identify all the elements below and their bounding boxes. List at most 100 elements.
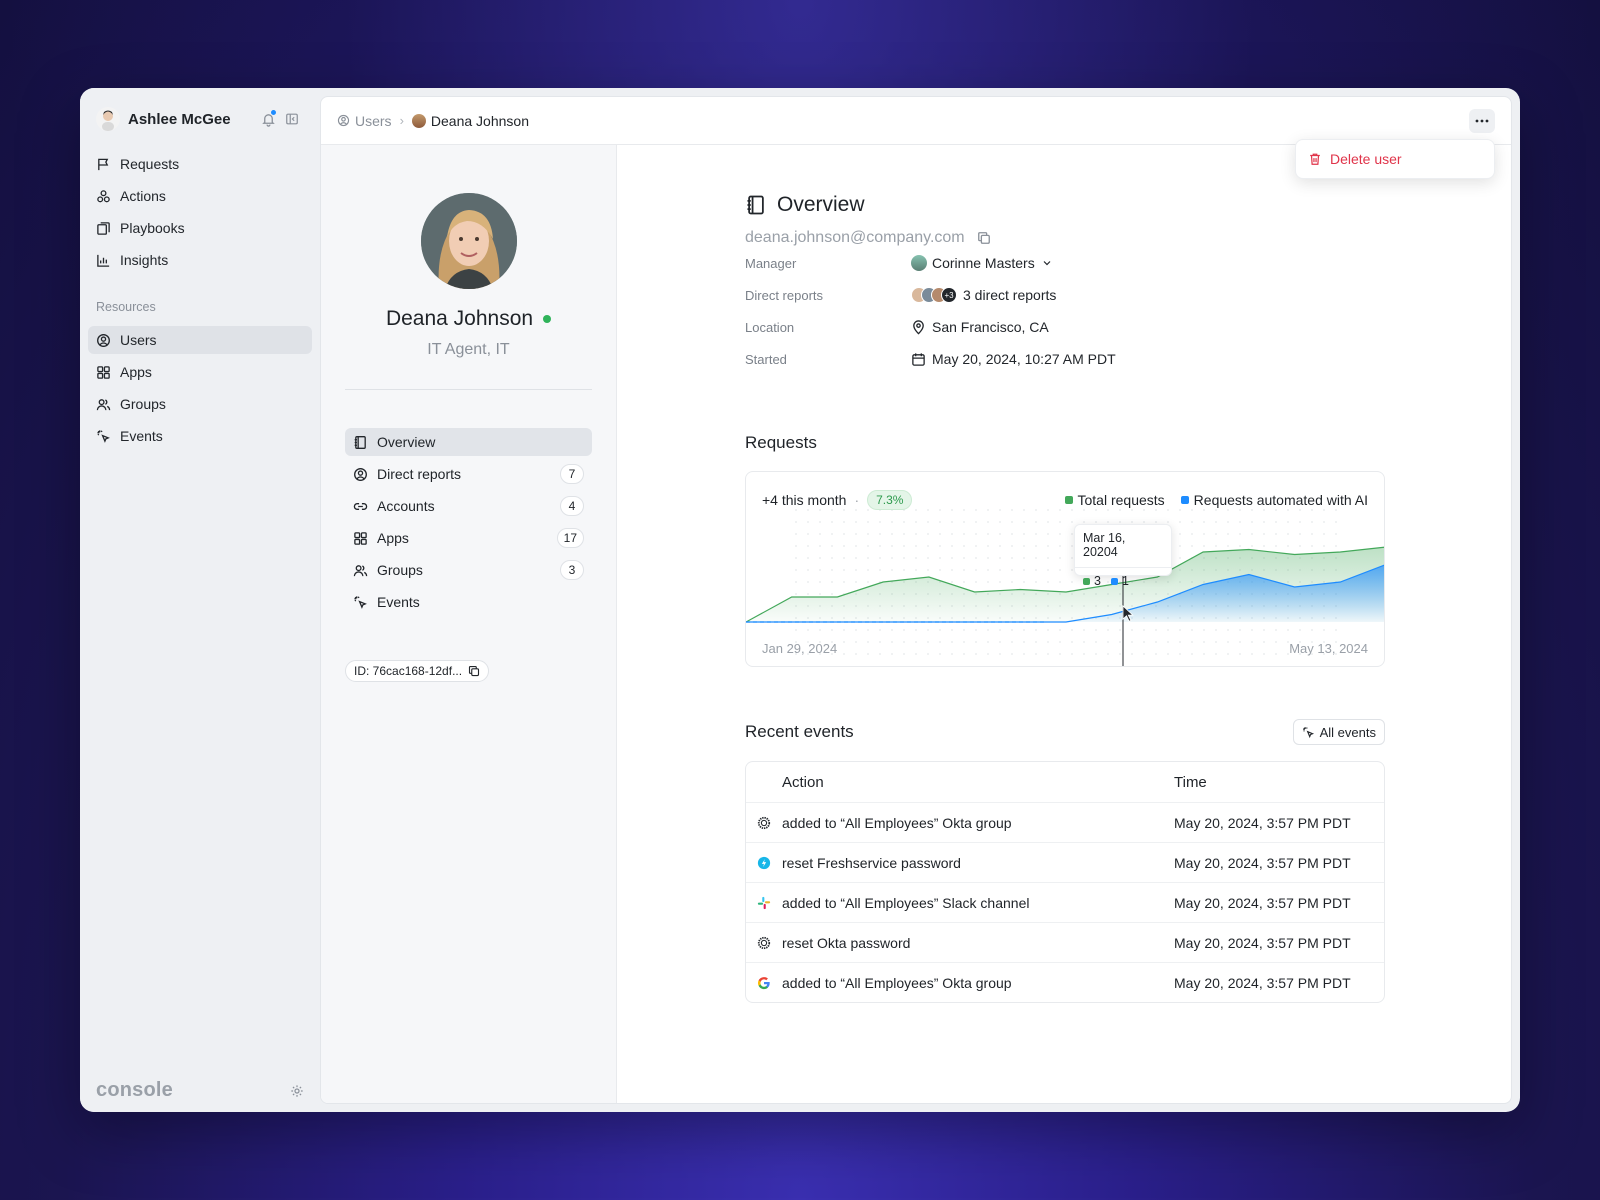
tooltip-automated: 1 xyxy=(1121,574,1129,588)
table-row[interactable]: added to “All Employees” Okta group May … xyxy=(746,962,1384,1002)
requests-title: Requests xyxy=(745,433,817,452)
manager-row: Manager Corinne Masters xyxy=(745,247,1385,279)
profile-tab-direct-reports[interactable]: Direct reports 7 xyxy=(345,460,592,488)
bell-icon[interactable] xyxy=(256,107,280,131)
sidebar-item-users[interactable]: Users xyxy=(88,326,312,354)
profile-photo xyxy=(420,193,517,289)
breadcrumb-current: Deana Johnson xyxy=(411,113,529,129)
user-circle-icon xyxy=(354,467,367,481)
current-user[interactable]: Ashlee McGee xyxy=(88,102,312,136)
overview-content: Overview deana.johnson@company.com Manag… xyxy=(745,145,1385,1003)
resources-section-label: Resources xyxy=(96,300,156,314)
sidebar-item-playbooks[interactable]: Playbooks xyxy=(88,214,312,242)
google-icon xyxy=(757,976,770,989)
online-status-dot xyxy=(543,315,552,323)
column-header-action: Action xyxy=(782,773,824,791)
ellipsis-icon xyxy=(1475,119,1489,123)
manager-select[interactable]: Corinne Masters xyxy=(911,255,1053,271)
table-row[interactable]: added to “All Employees” Okta group May … xyxy=(746,802,1384,842)
profile-tab-groups[interactable]: Groups 3 xyxy=(345,556,592,584)
table-row[interactable]: reset Freshservice password May 20, 2024… xyxy=(746,842,1384,882)
chart-bar-icon xyxy=(97,254,110,267)
mouse-cursor-icon xyxy=(1122,605,1134,622)
app-window: Ashlee McGee Requests Actions Playbooks xyxy=(80,88,1520,1112)
freshservice-icon xyxy=(757,856,771,869)
copy-icon xyxy=(469,665,480,677)
user-email: deana.johnson@company.com xyxy=(745,229,965,246)
requests-chart-svg xyxy=(746,502,1384,666)
legend-automated: Requests automated with AI xyxy=(1193,492,1368,508)
okta-icon xyxy=(757,936,771,949)
more-options-button[interactable] xyxy=(1469,109,1495,133)
started-row: Started May 20, 2024, 10:27 AM PDT xyxy=(745,351,1116,367)
user-id-chip[interactable]: ID: 76cac168-12df... xyxy=(345,660,490,682)
topbar: Users › Deana Johnson Delete user xyxy=(321,97,1511,179)
sparkle-cursor-icon xyxy=(97,429,110,443)
requests-chart: +4 this month · 7.3% Total requests Requ… xyxy=(745,471,1385,667)
grid-icon xyxy=(354,531,367,545)
sidebar: Ashlee McGee Requests Actions Playbooks xyxy=(80,88,320,1112)
link-icon xyxy=(353,502,368,510)
okta-icon xyxy=(757,816,771,829)
sidebar-item-insights[interactable]: Insights xyxy=(88,246,312,274)
x-axis-start-label: Jan 29, 2024 xyxy=(762,641,838,656)
notebook-icon xyxy=(354,435,366,449)
profile-panel: Deana Johnson IT Agent, IT Overview Dire… xyxy=(321,145,617,1103)
sidebar-item-actions[interactable]: Actions xyxy=(88,182,312,210)
count-badge: 3 xyxy=(560,560,584,580)
sparkle-cursor-icon xyxy=(1302,726,1314,738)
events-table: Action Time added to “All Employees” Okt… xyxy=(745,761,1385,1003)
trash-icon xyxy=(1310,153,1320,165)
count-badge: 4 xyxy=(560,496,584,516)
sidebar-item-groups[interactable]: Groups xyxy=(88,390,312,418)
actions-icon xyxy=(97,189,110,202)
growth-badge: 7.3% xyxy=(867,490,913,510)
x-axis-end-label: May 13, 2024 xyxy=(1289,641,1368,656)
location-pin-icon xyxy=(913,319,924,334)
legend-total: Total requests xyxy=(1077,492,1165,508)
direct-reports-link[interactable]: +3 3 direct reports xyxy=(911,287,1056,303)
profile-tab-apps[interactable]: Apps 17 xyxy=(345,524,592,552)
table-row[interactable]: reset Okta password May 20, 2024, 3:57 P… xyxy=(746,922,1384,962)
recent-events-title: Recent events xyxy=(745,722,854,741)
location-row: Location San Francisco, CA xyxy=(745,319,1049,335)
chevron-down-icon xyxy=(1043,261,1051,266)
sidebar-item-events[interactable]: Events xyxy=(88,422,312,450)
table-header: Action Time xyxy=(746,762,1384,802)
collapse-sidebar-icon[interactable] xyxy=(280,107,304,131)
calendar-icon xyxy=(912,352,925,366)
users-icon xyxy=(353,564,368,576)
breadcrumb-users[interactable]: Users xyxy=(337,113,392,129)
gear-icon[interactable] xyxy=(290,1084,304,1098)
profile-tab-events[interactable]: Events xyxy=(345,588,592,616)
delete-user-menu-item[interactable]: Delete user xyxy=(1295,139,1495,179)
chart-legend: Total requests Requests automated with A… xyxy=(1049,492,1368,508)
overview-title: Overview xyxy=(777,193,865,216)
count-badge: 17 xyxy=(556,528,584,548)
profile-name: Deana Johnson xyxy=(385,307,534,330)
user-avatar xyxy=(96,107,120,131)
tooltip-date: Mar 16, 20204 xyxy=(1083,531,1126,559)
avatar-stack: +3 xyxy=(911,287,957,303)
table-row[interactable]: added to “All Employees” Slack channel M… xyxy=(746,882,1384,922)
requests-summary: +4 this month xyxy=(762,492,847,508)
profile-role: IT Agent, IT xyxy=(427,341,510,358)
profile-tab-overview[interactable]: Overview xyxy=(345,428,592,456)
count-badge: 7 xyxy=(560,464,584,484)
avatar xyxy=(911,255,927,271)
user-circle-icon xyxy=(97,333,110,347)
sidebar-item-apps[interactable]: Apps xyxy=(88,358,312,386)
direct-reports-row: Direct reports +3 3 direct reports xyxy=(745,287,1057,303)
column-header-time: Time xyxy=(1174,773,1207,791)
copy-icon[interactable] xyxy=(977,231,991,245)
tooltip-total: 3 xyxy=(1094,574,1101,588)
breadcrumb: Users › Deana Johnson xyxy=(337,113,529,129)
sidebar-item-requests[interactable]: Requests xyxy=(88,150,312,178)
user-circle-icon xyxy=(337,114,350,127)
slack-icon xyxy=(757,896,771,909)
series-line-total xyxy=(746,546,1384,623)
notebook-icon xyxy=(747,195,764,215)
main-panel: Users › Deana Johnson Delete user xyxy=(320,96,1512,1104)
profile-tab-accounts[interactable]: Accounts 4 xyxy=(345,492,592,520)
all-events-button[interactable]: All events xyxy=(1292,719,1385,745)
